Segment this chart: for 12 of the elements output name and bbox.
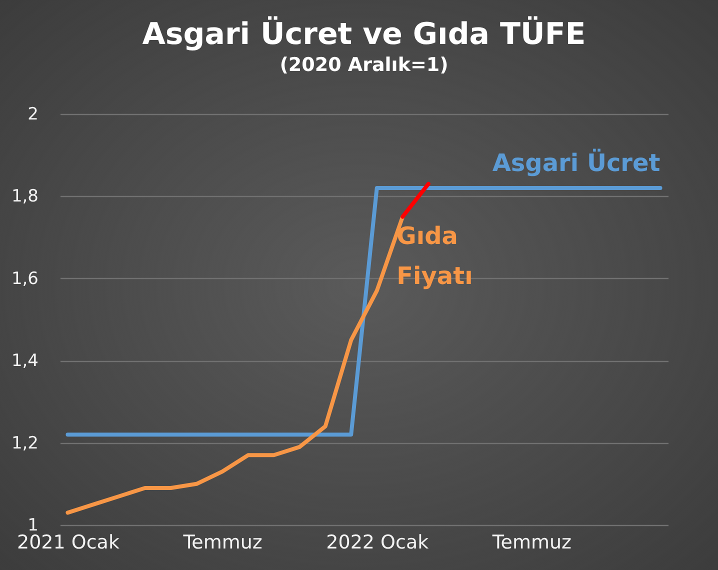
y-tick-label: 1,2 <box>11 433 38 454</box>
series-label: Gıda Fiyatı <box>396 222 473 290</box>
x-tick-label: Temmuz <box>182 532 262 554</box>
y-tick-label: 2 <box>28 104 38 124</box>
chart-subtitle: (2020 Aralık=1) <box>280 54 448 76</box>
series-label: Asgari Ücret <box>492 148 660 177</box>
y-tick-label: 1,6 <box>11 268 38 289</box>
chart-title: Asgari Ücret ve Gıda TÜFE <box>142 16 586 52</box>
y-tick-label: 1,4 <box>11 351 38 372</box>
y-tick-label: 1,8 <box>11 186 38 207</box>
x-tick-label: 2022 Ocak <box>326 532 429 554</box>
x-tick-label: Temmuz <box>491 532 572 554</box>
